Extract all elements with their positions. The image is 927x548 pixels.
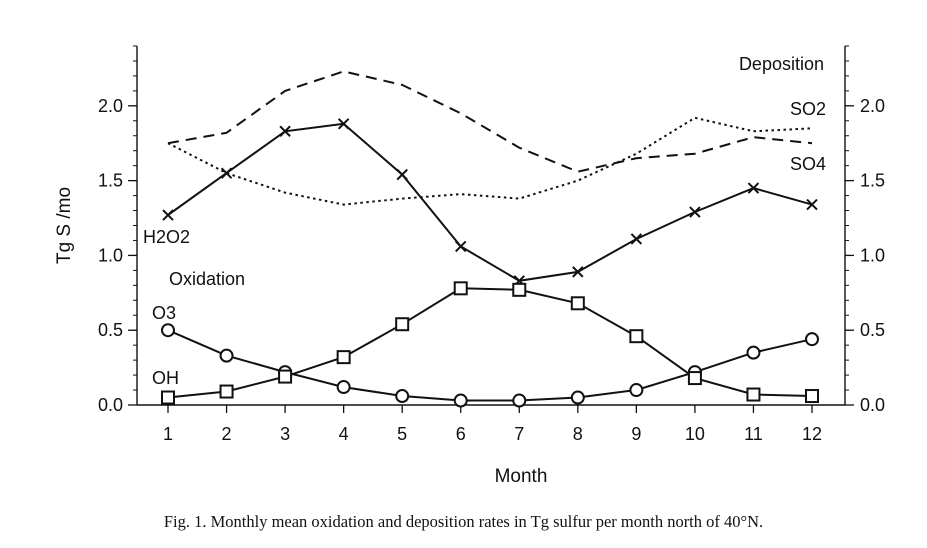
y-tick-label: 0.0	[98, 395, 123, 415]
series-label-oh: OH	[152, 368, 179, 388]
marker-x-h2o2	[747, 182, 760, 194]
marker-circle-o3	[512, 393, 527, 408]
series-label-h2o2: H2O2	[143, 227, 190, 247]
x-tick-label: 2	[222, 424, 232, 444]
x-tick-label: 5	[397, 424, 407, 444]
x-tick-label: 11	[744, 424, 763, 444]
marker-circle-o3	[336, 380, 351, 395]
marker-square-oh	[161, 390, 175, 405]
x-axis-title: Month	[495, 466, 548, 487]
x-tick-label: 3	[280, 424, 290, 444]
marker-square-oh	[746, 387, 761, 402]
marker-square-oh	[395, 317, 410, 332]
marker-x-h2o2	[455, 240, 467, 253]
marker-square-oh	[453, 281, 468, 296]
series-line-oh	[167, 287, 813, 399]
marker-circle-o3	[395, 389, 410, 404]
marker-x-h2o2	[630, 233, 643, 245]
series-line-h2o2	[167, 122, 813, 282]
marker-x-h2o2	[689, 206, 701, 218]
marker-x-h2o2	[220, 167, 233, 179]
x-tick-label: 6	[456, 424, 466, 444]
marker-x-h2o2	[572, 266, 584, 278]
x-tick-label: 8	[573, 424, 583, 444]
marker-square-oh	[805, 389, 819, 404]
right-y-tick-label: 1.5	[860, 171, 885, 191]
series-line-so4	[167, 70, 813, 173]
series-label-o3: O3	[152, 303, 176, 323]
marker-x-h2o2	[337, 118, 350, 130]
series-label-so2: SO2	[790, 99, 826, 119]
y-tick-label: 1.5	[98, 171, 123, 191]
marker-square-oh	[278, 369, 293, 384]
series-label-so4: SO4	[790, 154, 826, 174]
x-tick-label: 10	[685, 424, 705, 444]
marker-circle-o3	[805, 332, 819, 347]
x-tick-label: 1	[163, 424, 173, 444]
right-y-tick-label: 0.5	[860, 320, 885, 340]
y-tick-label: 1.0	[98, 245, 123, 265]
marker-circle-o3	[570, 390, 585, 405]
marker-square-oh	[687, 371, 702, 386]
group-label-deposition: Deposition	[739, 54, 824, 74]
right-y-tick-label: 0.0	[860, 395, 885, 415]
x-tick-label: 4	[339, 424, 349, 444]
marker-square-oh	[336, 350, 351, 365]
marker-x-h2o2	[806, 198, 818, 211]
y-tick-label: 2.0	[98, 96, 123, 116]
marker-square-oh	[629, 329, 644, 344]
figure-caption: Fig. 1. Monthly mean oxidation and depos…	[163, 512, 764, 531]
y-axis-title: Tg S /mo	[54, 187, 75, 264]
y-tick-label: 0.5	[98, 320, 123, 340]
x-tick-label: 7	[514, 424, 524, 444]
right-y-tick-label: 2.0	[860, 96, 885, 116]
group-label-oxidation: Oxidation	[169, 269, 245, 289]
right-y-tick-label: 1.0	[860, 245, 885, 265]
marker-circle-o3	[453, 393, 468, 408]
marker-circle-o3	[746, 345, 761, 360]
marker-circle-o3	[161, 323, 175, 338]
marker-square-oh	[512, 282, 527, 297]
marker-square-oh	[219, 384, 234, 399]
marker-circle-o3	[629, 383, 644, 398]
x-tick-label: 9	[631, 424, 641, 444]
marker-x-h2o2	[162, 209, 174, 221]
marker-circle-o3	[219, 348, 234, 363]
marker-x-h2o2	[396, 168, 408, 181]
marker-square-oh	[570, 296, 585, 311]
series-line-o3	[167, 329, 813, 402]
marker-x-h2o2	[279, 125, 291, 137]
x-tick-label: 12	[802, 424, 822, 444]
